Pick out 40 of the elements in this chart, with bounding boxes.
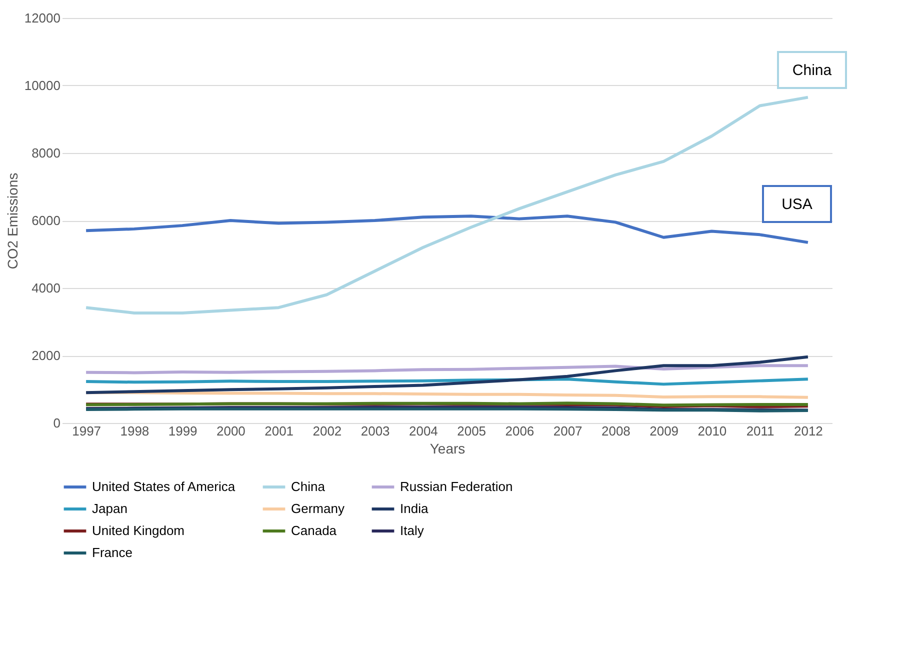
x-tick-label: 2004 [408,424,438,438]
x-tick-label: 2012 [794,424,823,438]
line-series [84,214,810,244]
x-tick-label: 2010 [698,424,727,438]
legend-label: Germany [291,501,345,516]
y-tick-label: 4000 [32,280,60,296]
legend-label: Italy [400,523,424,538]
line-series [84,355,810,394]
x-tick-label: 2007 [553,424,582,438]
x-tick-label: 2005 [457,424,486,438]
y-axis-title: CO2 Emissions [4,172,20,270]
legend-label: Russian Federation [400,479,513,494]
x-tick-label: 2002 [312,424,342,438]
x-tick-label: 2011 [746,424,774,438]
x-tick-label: 1998 [120,424,150,438]
legend-label: Japan [92,501,128,516]
x-tick-label: 2001 [264,424,294,438]
legend-label: Canada [291,523,338,538]
y-tick-label: 10000 [24,78,60,93]
legend-label: China [291,479,326,494]
y-tick-label: 6000 [32,213,60,228]
y-tick-label: 0 [53,416,60,430]
x-tick-label: 1999 [168,424,198,438]
x-tick-label: 2003 [360,424,390,438]
y-tick-label: 2000 [32,348,60,363]
x-tick-label: 1997 [72,424,102,438]
annotation: China [792,62,832,79]
y-tick-label: 12000 [24,10,60,26]
y-tick-label: 8000 [32,146,60,160]
x-tick-label: 2000 [216,424,246,438]
line-series [84,364,810,374]
annotation: USA [782,196,812,213]
x-axis-title: Years [430,440,466,456]
x-tick-label: 2009 [650,424,679,438]
legend-label: United Kingdom [92,523,184,538]
x-tick-label: 2006 [505,424,534,438]
x-tick-label: 2008 [601,424,630,438]
legend-label: India [400,501,429,516]
legend-label: France [92,545,132,560]
legend-label: United States of America [92,479,236,494]
